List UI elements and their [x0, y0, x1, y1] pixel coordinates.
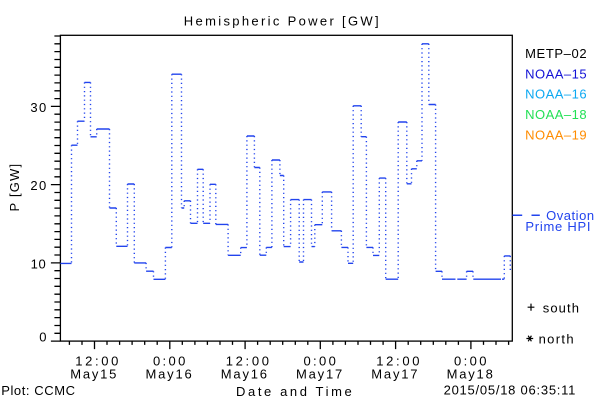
svg-text:Ovation: Ovation — [546, 208, 595, 223]
svg-text:30: 30 — [30, 100, 47, 115]
svg-text:0:00: 0:00 — [454, 354, 489, 369]
svg-text:METP–02: METP–02 — [525, 46, 587, 61]
svg-text:May17: May17 — [296, 367, 344, 382]
svg-text:0:00: 0:00 — [303, 354, 338, 369]
svg-text:Plot: CCMC: Plot: CCMC — [1, 383, 75, 398]
svg-text:P [GW]: P [GW] — [7, 163, 22, 212]
svg-text:May15: May15 — [70, 367, 118, 382]
svg-text:Prime HPI: Prime HPI — [525, 219, 591, 234]
svg-text:12:00: 12:00 — [376, 354, 422, 369]
svg-text:NOAA–16: NOAA–16 — [525, 87, 587, 102]
svg-text:20: 20 — [30, 178, 47, 193]
svg-text:NOAA–18: NOAA–18 — [525, 107, 587, 122]
svg-text:south: south — [543, 300, 580, 315]
svg-text:0:00: 0:00 — [153, 354, 188, 369]
svg-text:10: 10 — [31, 257, 47, 272]
svg-text:12:00: 12:00 — [226, 354, 272, 369]
svg-text:Date and Time: Date and Time — [236, 384, 354, 399]
svg-text:0: 0 — [39, 330, 46, 345]
svg-text:2015/05/18 06:35:11: 2015/05/18 06:35:11 — [444, 383, 577, 398]
svg-text:May16: May16 — [146, 367, 194, 382]
svg-text:12:00: 12:00 — [75, 354, 121, 369]
svg-text:NOAA–19: NOAA–19 — [525, 127, 587, 142]
svg-text:May17: May17 — [371, 367, 419, 382]
svg-text:May16: May16 — [221, 367, 269, 382]
svg-text:north: north — [539, 331, 575, 346]
svg-text:NOAA–15: NOAA–15 — [525, 66, 587, 81]
svg-text:Hemispheric Power [GW]: Hemispheric Power [GW] — [184, 14, 381, 29]
svg-text:May18: May18 — [447, 367, 495, 382]
